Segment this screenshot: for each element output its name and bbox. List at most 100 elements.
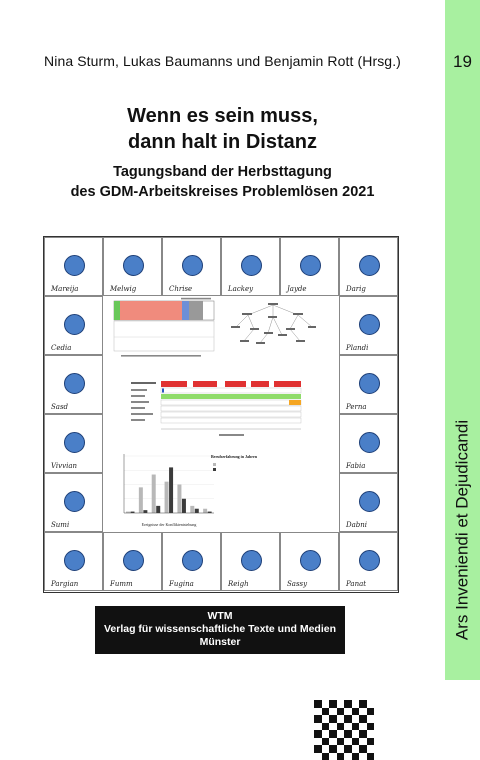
handwritten-signature: Cedia	[51, 344, 71, 352]
board-cell: Pargian	[44, 532, 103, 591]
board-cell: Fumm	[103, 532, 162, 591]
book-title: Wenn es sein muss, dann halt in Distanz	[0, 103, 445, 155]
spine: 19 Ars Inveniendi et Dejudicandi	[445, 0, 480, 680]
chess-square	[337, 723, 345, 731]
chess-square	[329, 700, 337, 708]
board-cell: Reigh	[221, 532, 280, 591]
book-title-line2: dann halt in Distanz	[0, 129, 445, 155]
chess-square	[329, 738, 337, 746]
chess-square	[322, 715, 330, 723]
bar	[165, 482, 169, 513]
timeline-row-label	[131, 382, 156, 384]
circle-token	[123, 255, 144, 276]
handwritten-signature: Dabni	[346, 521, 367, 529]
chess-square	[352, 738, 360, 746]
chess-square	[314, 738, 322, 746]
timeline-row-label	[131, 389, 147, 391]
tree-diagram	[228, 299, 318, 347]
figure-axis-labels	[121, 355, 201, 357]
timeline-bar	[161, 381, 301, 387]
legend-swatch	[213, 468, 216, 471]
chess-square	[322, 745, 330, 753]
chess-square	[329, 730, 337, 738]
bar	[169, 467, 173, 513]
board-cell: Plandi	[339, 296, 398, 355]
handwritten-signature: Perna	[346, 403, 367, 411]
circle-token	[64, 314, 85, 335]
handwritten-signature: Darig	[346, 285, 366, 293]
chess-square	[329, 708, 337, 716]
chess-square	[359, 753, 367, 760]
bar	[143, 510, 147, 513]
board-cell: Sumi	[44, 473, 103, 532]
publisher-name: Verlag für wissenschaftliche Texte und M…	[95, 623, 345, 636]
chess-square	[322, 753, 330, 760]
circle-token	[64, 432, 85, 453]
chess-square	[344, 753, 352, 760]
handwritten-signature: Fumm	[110, 580, 133, 588]
chess-square	[344, 730, 352, 738]
segment	[182, 301, 189, 320]
chess-square	[359, 745, 367, 753]
chess-square	[337, 700, 345, 708]
timeline-bar	[289, 400, 301, 405]
series-volume-number: 19	[445, 52, 480, 72]
chess-square	[344, 700, 352, 708]
board-cell: Darig	[339, 237, 398, 296]
bar	[152, 475, 156, 513]
chess-square	[352, 753, 360, 760]
chess-square	[367, 730, 375, 738]
figure-caption	[181, 298, 211, 300]
timeline-gap	[187, 381, 193, 387]
chess-square	[367, 745, 375, 753]
circle-token	[64, 255, 85, 276]
chess-square	[367, 700, 375, 708]
cover-illustration-board: Ereignisse der Konfliktentstehung Berufs…	[43, 236, 399, 593]
timeline-chart	[129, 377, 304, 444]
timeline-row-label	[131, 401, 149, 403]
board-cell: Jayde	[280, 237, 339, 296]
handwritten-signature: Lackey	[228, 285, 253, 293]
handwritten-signature: Plandi	[346, 344, 368, 352]
chess-square	[337, 738, 345, 746]
board-cell: Vivvian	[44, 414, 103, 473]
chess-square	[359, 723, 367, 731]
segment	[120, 301, 182, 320]
board-cell: Mareija	[44, 237, 103, 296]
circle-token	[359, 373, 380, 394]
handwritten-signature: Sassy	[287, 580, 307, 588]
circle-token	[359, 432, 380, 453]
board-cell: Perna	[339, 355, 398, 414]
chess-square	[329, 753, 337, 760]
circle-token	[123, 550, 144, 571]
board-cell: Chrise	[162, 237, 221, 296]
timeline-gap	[217, 381, 225, 387]
chess-square	[314, 753, 322, 760]
book-subtitle-line2: des GDM-Arbeitskreises Problemlösen 2021	[0, 182, 445, 202]
chess-square	[367, 723, 375, 731]
chess-square	[367, 738, 375, 746]
bar	[195, 509, 199, 513]
chess-square	[329, 715, 337, 723]
chess-square	[367, 753, 375, 760]
circle-token	[359, 255, 380, 276]
book-subtitle-line1: Tagungsband der Herbsttagung	[0, 162, 445, 182]
publisher-box: WTM Verlag für wissenschaftliche Texte u…	[95, 606, 345, 654]
handwritten-signature: Pargian	[51, 580, 78, 588]
board-cell: Dabni	[339, 473, 398, 532]
handwritten-signature: Fabia	[346, 462, 365, 470]
stacked-bar-figure	[106, 297, 218, 365]
timeline-gap	[269, 381, 274, 387]
circle-token	[359, 314, 380, 335]
handwritten-signature: Jayde	[287, 285, 307, 293]
chess-square	[352, 715, 360, 723]
chess-square	[367, 708, 375, 716]
bar	[182, 499, 186, 513]
chess-square	[352, 700, 360, 708]
chess-square	[314, 730, 322, 738]
board-cell: Fabia	[339, 414, 398, 473]
chess-square	[359, 700, 367, 708]
handwritten-signature: Melwig	[110, 285, 136, 293]
grouped-bar-chart: Ereignisse der Konfliktentstehung	[106, 450, 218, 530]
chess-square	[337, 745, 345, 753]
